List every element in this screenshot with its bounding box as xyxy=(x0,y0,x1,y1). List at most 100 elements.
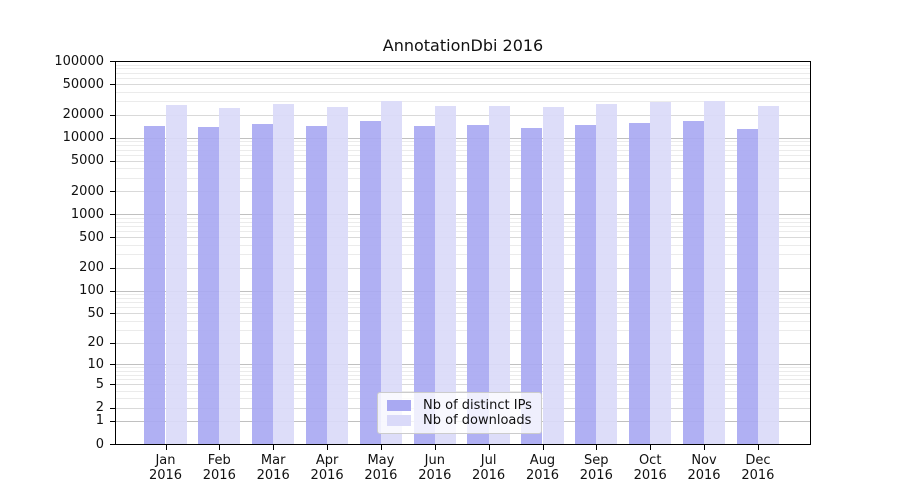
x-tick-label: Oct 2016 xyxy=(633,453,667,483)
gridline-major xyxy=(116,342,810,344)
x-tick-mark xyxy=(327,445,329,450)
y-tick-mark xyxy=(110,420,115,422)
legend-label-downloads: Nb of downloads xyxy=(423,413,532,428)
gridline-minor xyxy=(116,217,810,219)
x-tick-mark xyxy=(273,445,275,450)
chart-title: AnnotationDbi 2016 xyxy=(382,36,544,55)
x-tick-mark xyxy=(434,445,436,450)
y-tick-label: 1000 xyxy=(70,206,104,222)
gridline-minor xyxy=(116,221,810,223)
bar-downloads xyxy=(273,104,295,444)
gridline-minor xyxy=(116,329,810,331)
x-tick-label: Jun 2016 xyxy=(418,453,452,483)
bar-distinct-ips xyxy=(413,125,435,444)
y-tick-label: 2000 xyxy=(70,183,104,199)
y-tick-mark xyxy=(110,342,115,344)
gridline-minor xyxy=(116,370,810,372)
bar-distinct-ips xyxy=(305,125,328,444)
bar-distinct-ips xyxy=(521,128,543,444)
gridline-minor xyxy=(116,231,810,233)
gridline-minor xyxy=(116,168,810,170)
gridline-major xyxy=(116,267,810,269)
gridline-major xyxy=(116,137,810,139)
x-tick-mark xyxy=(596,445,598,450)
y-tick-label: 200 xyxy=(79,260,104,276)
gridline-minor xyxy=(116,367,810,369)
y-tick-label: 500 xyxy=(79,229,104,245)
bar-downloads xyxy=(327,106,349,444)
gridline-minor xyxy=(116,72,810,74)
gridline-minor xyxy=(116,254,810,256)
x-tick-label: Sep 2016 xyxy=(579,453,613,483)
gridline-major xyxy=(116,160,810,162)
y-tick-mark xyxy=(110,191,115,193)
y-tick-label: 1 xyxy=(95,413,104,429)
y-tick-label: 100 xyxy=(79,283,104,298)
distinct-ips-swatch xyxy=(387,400,411,411)
gridline-major xyxy=(116,61,810,62)
x-tick-mark xyxy=(704,445,705,450)
bar-downloads xyxy=(650,101,672,444)
gridline-minor xyxy=(116,64,810,66)
bar-distinct-ips xyxy=(467,124,489,444)
y-tick-mark xyxy=(110,84,115,86)
bar-downloads xyxy=(165,104,187,444)
gridline-minor xyxy=(116,141,810,143)
downloads-swatch xyxy=(387,415,411,426)
x-tick-label: Nov 2016 xyxy=(687,453,721,483)
x-tick-label: Dec 2016 xyxy=(741,453,775,483)
gridline-minor xyxy=(116,307,810,309)
x-tick-label: Mar 2016 xyxy=(256,453,290,483)
x-tick-mark xyxy=(219,445,221,450)
bar-downloads xyxy=(757,105,780,444)
y-tick-label: 20000 xyxy=(62,107,104,122)
y-tick-mark xyxy=(110,160,115,162)
x-tick-label: Aug 2016 xyxy=(525,453,560,483)
y-tick-mark xyxy=(110,61,115,62)
bar-downloads xyxy=(219,107,241,444)
legend-item-distinct-ips: Nb of distinct IPs xyxy=(387,399,532,412)
y-tick-label: 100000 xyxy=(54,53,104,69)
gridline-major xyxy=(116,114,810,116)
gridline-major xyxy=(116,237,810,239)
bar-distinct-ips xyxy=(144,125,166,444)
y-tick-mark xyxy=(110,444,115,445)
y-tick-label: 10000 xyxy=(62,130,104,146)
bar-distinct-ips xyxy=(629,122,651,444)
gridline-minor xyxy=(116,154,810,156)
x-tick-mark xyxy=(165,445,167,450)
legend-item-downloads: Nb of downloads xyxy=(387,414,532,427)
gridline-minor xyxy=(116,149,810,151)
y-tick-mark xyxy=(110,214,115,216)
y-tick-label: 0 xyxy=(95,436,104,452)
x-tick-label: Apr 2016 xyxy=(310,453,344,483)
y-tick-mark xyxy=(110,407,115,409)
y-tick-label: 5 xyxy=(95,376,104,392)
bar-distinct-ips xyxy=(682,121,704,444)
x-tick-mark xyxy=(650,445,652,450)
x-tick-label: May 2016 xyxy=(364,453,398,483)
bar-downloads xyxy=(704,101,726,444)
y-tick-label: 50 xyxy=(87,305,104,321)
gridline-minor xyxy=(116,244,810,246)
gridline-minor xyxy=(116,145,810,146)
gridline-major xyxy=(116,290,810,292)
gridline-major xyxy=(116,364,810,366)
gridline-minor xyxy=(116,91,810,93)
gridline-minor xyxy=(116,177,810,179)
bar-downloads xyxy=(434,105,456,444)
gridline-major xyxy=(116,313,810,315)
bar-distinct-ips xyxy=(736,128,758,444)
gridline-minor xyxy=(116,320,810,322)
x-tick-label: Jul 2016 xyxy=(472,453,506,483)
gridline-major xyxy=(116,384,810,386)
bar-distinct-ips xyxy=(359,120,381,444)
bar-downloads xyxy=(488,105,510,444)
x-tick-mark xyxy=(542,445,544,450)
y-tick-mark xyxy=(110,290,115,292)
legend: Nb of distinct IPs Nb of downloads xyxy=(377,392,542,434)
legend-label-distinct-ips: Nb of distinct IPs xyxy=(423,398,532,413)
y-tick-label: 2 xyxy=(95,400,104,415)
y-tick-mark xyxy=(110,384,115,386)
bar-distinct-ips xyxy=(575,125,597,444)
